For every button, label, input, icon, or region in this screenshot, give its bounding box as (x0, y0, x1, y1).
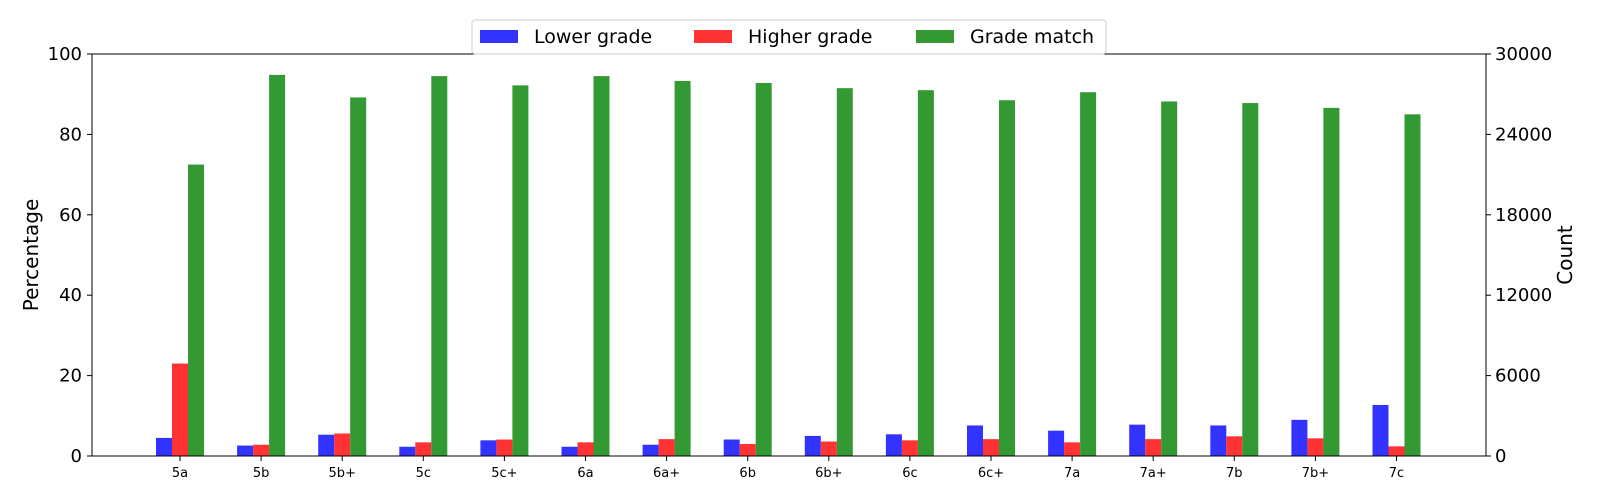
bar-lower-grade (885, 434, 902, 456)
bar-lower-grade (561, 446, 578, 456)
y2-axis-label: Count (1553, 225, 1577, 285)
bar-grade-match (999, 100, 1015, 456)
bar-lower-grade (723, 439, 740, 456)
bar-higher-grade (1307, 438, 1324, 456)
bar-higher-grade (658, 439, 675, 456)
x-tick-label: 7a+ (1140, 466, 1167, 481)
x-tick-label: 6b+ (815, 466, 842, 481)
bar-lower-grade (1129, 424, 1146, 456)
bar-higher-grade (820, 441, 837, 456)
bar-grade-match (188, 164, 204, 457)
bar-higher-grade (334, 433, 351, 456)
x-tick-label: 5a (172, 466, 188, 481)
y-tick-label: 60 (59, 205, 82, 226)
bar-lower-grade (399, 446, 416, 456)
y2-tick-label: 0 (1495, 446, 1506, 467)
y-axis-left-ticks: 0 20 40 60 80 100 (48, 44, 92, 467)
bar-grade-match (755, 82, 772, 456)
x-tick-label: 5b+ (328, 466, 355, 481)
legend-label-grade-match: Grade match (970, 26, 1094, 48)
bar-higher-grade (496, 439, 513, 456)
legend-label-higher-grade: Higher grade (748, 26, 872, 48)
y2-tick-label: 6000 (1495, 366, 1541, 387)
bar-lower-grade (480, 440, 497, 456)
x-axis-ticks: 5a 5b 5b+ 5c 5c+ 6a 6a+ 6b 6b+ 6c 6c+ 7a 7a+ 7b 7b+ 7c (172, 456, 1404, 481)
bar-higher-grade (1064, 442, 1081, 456)
y2-tick-label: 24000 (1495, 124, 1552, 145)
bar-grade-match (674, 80, 691, 457)
bar-lower-grade (1048, 430, 1065, 456)
y-tick-label: 80 (59, 124, 82, 145)
bar-grade-match (917, 90, 934, 457)
bar-higher-grade (172, 363, 188, 456)
legend-frame (471, 19, 1107, 55)
x-tick-label: 6a+ (653, 466, 680, 481)
bars-layer (156, 74, 1421, 457)
bar-grade-match (1080, 92, 1097, 456)
x-tick-label: 5b (253, 466, 270, 481)
bar-lower-grade (1291, 419, 1308, 456)
legend-swatch-lower-grade (480, 30, 518, 43)
bar-grade-match (1323, 107, 1340, 457)
plot-frame (91, 53, 1487, 457)
y-axis-right-ticks: 0 6000 12000 18000 24000 30000 (1486, 44, 1552, 467)
x-tick-label: 7b+ (1302, 466, 1329, 481)
bar-grade-match (1404, 114, 1421, 457)
bar-higher-grade (577, 442, 594, 456)
bar-grade-match (593, 76, 610, 457)
x-tick-label: 6b (739, 466, 756, 481)
y2-tick-label: 12000 (1495, 285, 1552, 306)
bar-higher-grade (1145, 439, 1162, 456)
bar-grade-match (269, 74, 286, 457)
bar-lower-grade (318, 434, 335, 456)
legend-swatch-higher-grade (694, 30, 732, 43)
bar-grade-match (836, 88, 853, 457)
bar-higher-grade (1388, 446, 1405, 456)
y-axis-label: Percentage (19, 199, 43, 312)
x-tick-label: 6a (577, 466, 593, 481)
legend-swatch-grade-match (916, 30, 954, 43)
x-tick-label: 5c+ (491, 466, 517, 481)
x-tick-label: 7b (1226, 466, 1243, 481)
bar-lower-grade (1372, 404, 1389, 456)
bar-lower-grade (156, 437, 172, 456)
bar-grade-match (350, 97, 367, 456)
bar-lower-grade (237, 445, 254, 456)
x-tick-label: 7a (1064, 466, 1080, 481)
y2-tick-label: 30000 (1495, 44, 1552, 65)
bar-higher-grade (983, 439, 999, 456)
bar-grade-match (1242, 103, 1259, 456)
bar-higher-grade (415, 442, 432, 456)
bar-grade-match (431, 76, 448, 457)
legend-label-lower-grade: Lower grade (534, 26, 652, 48)
bar-higher-grade (1226, 436, 1243, 456)
y-tick-label: 40 (59, 285, 82, 306)
x-tick-label: 6c (902, 466, 917, 481)
y2-tick-label: 18000 (1495, 205, 1552, 226)
bar-grade-match (1161, 101, 1178, 456)
bar-lower-grade (804, 435, 821, 456)
bar-lower-grade (967, 425, 983, 456)
bar-grade-match (512, 85, 529, 456)
bar-lower-grade (1210, 425, 1227, 456)
y-tick-label: 20 (59, 366, 82, 387)
y-tick-label: 100 (48, 44, 82, 65)
y-tick-label: 0 (71, 446, 82, 467)
bar-higher-grade (253, 444, 270, 456)
x-tick-label: 6c+ (978, 466, 1004, 481)
bar-lower-grade (642, 444, 659, 456)
bar-higher-grade (901, 440, 918, 456)
bar-higher-grade (739, 443, 756, 456)
legend: Lower grade Higher grade Grade match (471, 19, 1107, 55)
x-tick-label: 7c (1389, 466, 1404, 481)
x-tick-label: 5c (416, 466, 431, 481)
